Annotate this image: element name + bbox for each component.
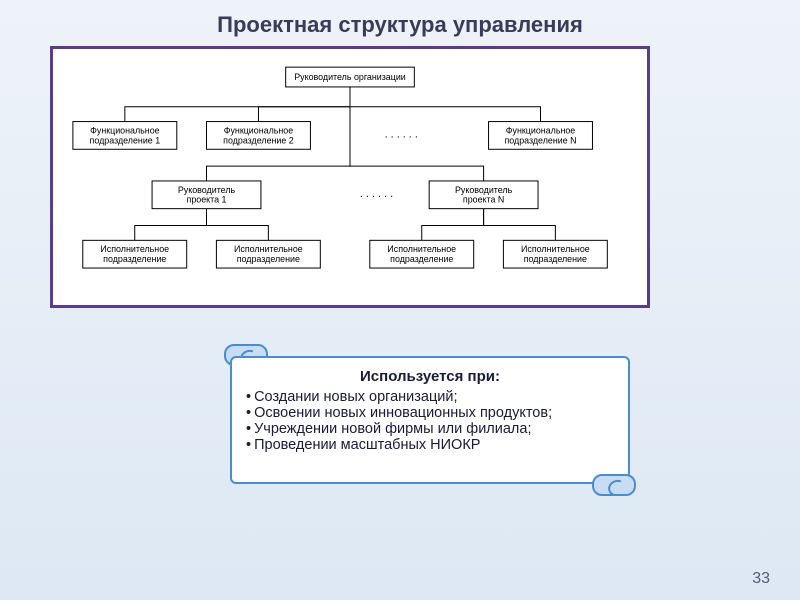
info-list-item: Проведении масштабных НИОКР (246, 437, 614, 453)
info-box-body: Используется при: Создании новых организ… (230, 356, 630, 484)
org-node-label: подразделение (103, 254, 166, 264)
org-node-label: подразделение N (504, 135, 576, 145)
org-edge (484, 209, 556, 241)
info-list: Создании новых организаций;Освоении новы… (246, 389, 614, 453)
org-edge (135, 209, 207, 241)
info-scroll: Используется при: Создании новых организ… (220, 340, 640, 500)
org-edge (207, 209, 269, 241)
org-node-label: Руководитель (455, 185, 513, 195)
org-edge (350, 107, 484, 181)
org-node-label: Руководитель (178, 185, 236, 195)
org-node-label: Функциональное (506, 125, 576, 135)
org-ellipsis: . . . . . . (360, 188, 393, 200)
org-node-label: Исполнительное (234, 244, 303, 254)
org-edge (258, 87, 350, 122)
org-edge (422, 209, 484, 241)
org-node-label: подразделение (237, 254, 300, 264)
info-list-item: Создании новых организаций; (246, 389, 614, 405)
org-node-label: Исполнительное (387, 244, 456, 254)
org-chart-frame: Руководитель организацииФункциональноепо… (50, 46, 650, 308)
org-node-label: Исполнительное (100, 244, 169, 254)
org-ellipsis: . . . . . . (385, 128, 418, 140)
org-node-label: проекта 1 (187, 195, 227, 205)
info-list-item: Учреждении новой фирмы или филиала; (246, 421, 614, 437)
page-title: Проектная структура управления (0, 0, 800, 46)
org-node-label: Функциональное (90, 125, 160, 135)
info-list-item: Освоении новых инновационных продуктов; (246, 405, 614, 421)
org-node-label: подразделение 1 (90, 135, 161, 145)
org-node-label: подразделение 2 (223, 135, 294, 145)
org-node-label: Функциональное (224, 125, 294, 135)
org-node-label: подразделение (524, 254, 587, 264)
org-node-label: Руководитель организации (294, 72, 406, 82)
org-node-label: проекта N (463, 195, 504, 205)
info-header: Используется при: (246, 368, 614, 385)
org-node-label: Исполнительное (521, 244, 590, 254)
org-edge (350, 87, 541, 122)
page-number: 33 (752, 570, 770, 588)
org-node-label: подразделение (390, 254, 453, 264)
org-edge (125, 87, 350, 122)
scroll-curl-bottom (592, 474, 636, 496)
org-chart-svg: Руководитель организацииФункциональноепо… (63, 61, 637, 291)
